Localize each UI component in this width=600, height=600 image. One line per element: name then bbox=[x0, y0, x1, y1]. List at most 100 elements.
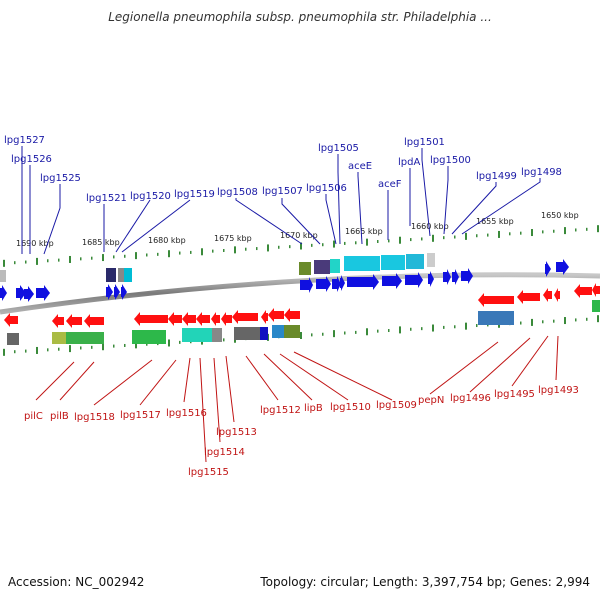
scale-tick bbox=[564, 227, 566, 235]
scale-tick bbox=[278, 245, 280, 249]
forward-gene-arrows bbox=[0, 259, 569, 302]
scale-tick bbox=[289, 245, 291, 249]
scale-tick bbox=[454, 325, 456, 329]
gene-label: lpg1519 bbox=[174, 189, 215, 200]
scale-tick bbox=[597, 315, 599, 323]
scale-label: 1690 kbp bbox=[16, 239, 54, 248]
scale-tick bbox=[300, 242, 302, 250]
gene-label: lpg1501 bbox=[404, 137, 445, 148]
gene-label: lpg1499 bbox=[476, 171, 517, 182]
scale-tick bbox=[443, 236, 445, 240]
scale-tick bbox=[421, 237, 423, 241]
scale-tick bbox=[25, 349, 27, 353]
scale-tick bbox=[553, 319, 555, 323]
scale-label: 1650 kbp bbox=[541, 211, 579, 220]
scale-tick bbox=[190, 250, 192, 254]
gene-label: lpg1513 bbox=[216, 427, 257, 438]
scale-tick bbox=[366, 238, 368, 246]
scale-tick bbox=[487, 233, 489, 237]
scale-tick bbox=[223, 338, 225, 342]
scale-tick bbox=[168, 339, 170, 347]
scale-tick bbox=[465, 232, 467, 240]
scale-tick bbox=[553, 229, 555, 233]
gene-label: lpg1515 bbox=[188, 467, 229, 478]
gene-label: lpg1507 bbox=[262, 186, 303, 197]
scale-tick bbox=[333, 240, 335, 248]
genome-summary-text: Topology: circular; Length: 3,397,754 bp… bbox=[260, 575, 590, 589]
scale-tick bbox=[520, 231, 522, 235]
scale-tick bbox=[80, 346, 82, 350]
scale-tick bbox=[542, 320, 544, 324]
scale-tick bbox=[586, 227, 588, 231]
gene-label: pilC bbox=[24, 411, 43, 422]
scale-tick bbox=[69, 345, 71, 353]
scale-tick bbox=[531, 318, 533, 326]
gene-label: lpg1518 bbox=[74, 412, 115, 423]
scale-tick bbox=[91, 256, 93, 260]
accession-text: Accession: NC_002942 bbox=[8, 575, 145, 589]
scale-tick bbox=[399, 326, 401, 334]
scale-labels: 1690 kbp 1685 kbp 1680 kbp 1675 kbp 1670… bbox=[16, 211, 579, 248]
gene-label: lpg1514 bbox=[204, 447, 245, 458]
gene-label: lpg1508 bbox=[217, 187, 258, 198]
scale-tick bbox=[465, 322, 467, 330]
gene-label: lpg1495 bbox=[494, 389, 535, 400]
forward-leader-lines bbox=[21, 146, 541, 255]
gene-label: lpg1496 bbox=[450, 393, 491, 404]
scale-tick bbox=[311, 333, 313, 337]
scale-tick bbox=[520, 321, 522, 325]
scale-ticks-forward bbox=[3, 225, 599, 267]
gene-label: lpg1526 bbox=[11, 154, 52, 165]
scale-label: 1675 kbp bbox=[214, 234, 252, 243]
gene-label: lpg1525 bbox=[40, 173, 81, 184]
gene-label: lpg1520 bbox=[130, 191, 171, 202]
scale-tick bbox=[366, 328, 368, 336]
reverse-leader-lines bbox=[35, 335, 559, 463]
scale-tick bbox=[531, 229, 533, 237]
scale-tick bbox=[80, 257, 82, 261]
scale-tick bbox=[355, 330, 357, 334]
scale-tick bbox=[113, 255, 115, 259]
scale-tick bbox=[344, 241, 346, 245]
scale-tick bbox=[333, 330, 335, 338]
scale-tick bbox=[91, 345, 93, 349]
scale-tick bbox=[586, 317, 588, 321]
scale-tick bbox=[256, 247, 258, 251]
scale-tick bbox=[476, 234, 478, 238]
scale-tick bbox=[36, 346, 38, 354]
scale-tick bbox=[201, 248, 203, 256]
scale-tick bbox=[476, 324, 478, 328]
gene-label: pepN bbox=[418, 395, 444, 406]
scale-tick bbox=[58, 347, 60, 351]
gene-label: lpg1498 bbox=[521, 167, 562, 178]
scale-tick bbox=[509, 232, 511, 236]
scale-label: 1660 kbp bbox=[411, 222, 449, 231]
gene-label: aceF bbox=[378, 179, 402, 190]
gene-label: lpg1512 bbox=[260, 405, 301, 416]
scale-tick bbox=[377, 329, 379, 333]
scale-tick bbox=[575, 228, 577, 232]
scale-tick bbox=[410, 327, 412, 331]
gene-label: lipB bbox=[304, 403, 323, 414]
scale-tick bbox=[14, 261, 16, 265]
gene-label: aceE bbox=[348, 161, 372, 172]
scale-tick bbox=[454, 235, 456, 239]
scale-tick bbox=[322, 243, 324, 247]
scale-label: 1680 kbp bbox=[148, 236, 186, 245]
scale-tick bbox=[146, 253, 148, 257]
scale-tick bbox=[234, 246, 236, 254]
scale-tick bbox=[36, 257, 38, 265]
map-title: Legionella pneumophila subsp. pneumophil… bbox=[108, 10, 492, 24]
scale-tick bbox=[168, 250, 170, 258]
gene-label: lpg1510 bbox=[330, 402, 371, 413]
scale-tick bbox=[564, 317, 566, 325]
scale-tick bbox=[3, 348, 5, 356]
scale-label: 1655 kbp bbox=[476, 217, 514, 226]
scale-tick bbox=[58, 258, 60, 262]
gene-label: lpg1509 bbox=[376, 400, 417, 411]
scale-tick bbox=[399, 236, 401, 244]
scale-tick bbox=[421, 327, 423, 331]
scale-tick bbox=[146, 342, 148, 346]
forward-gene-labels: lpg1527 lpg1526 lpg1525 lpg1521 lpg1520 … bbox=[4, 135, 562, 204]
scale-tick bbox=[124, 254, 126, 258]
